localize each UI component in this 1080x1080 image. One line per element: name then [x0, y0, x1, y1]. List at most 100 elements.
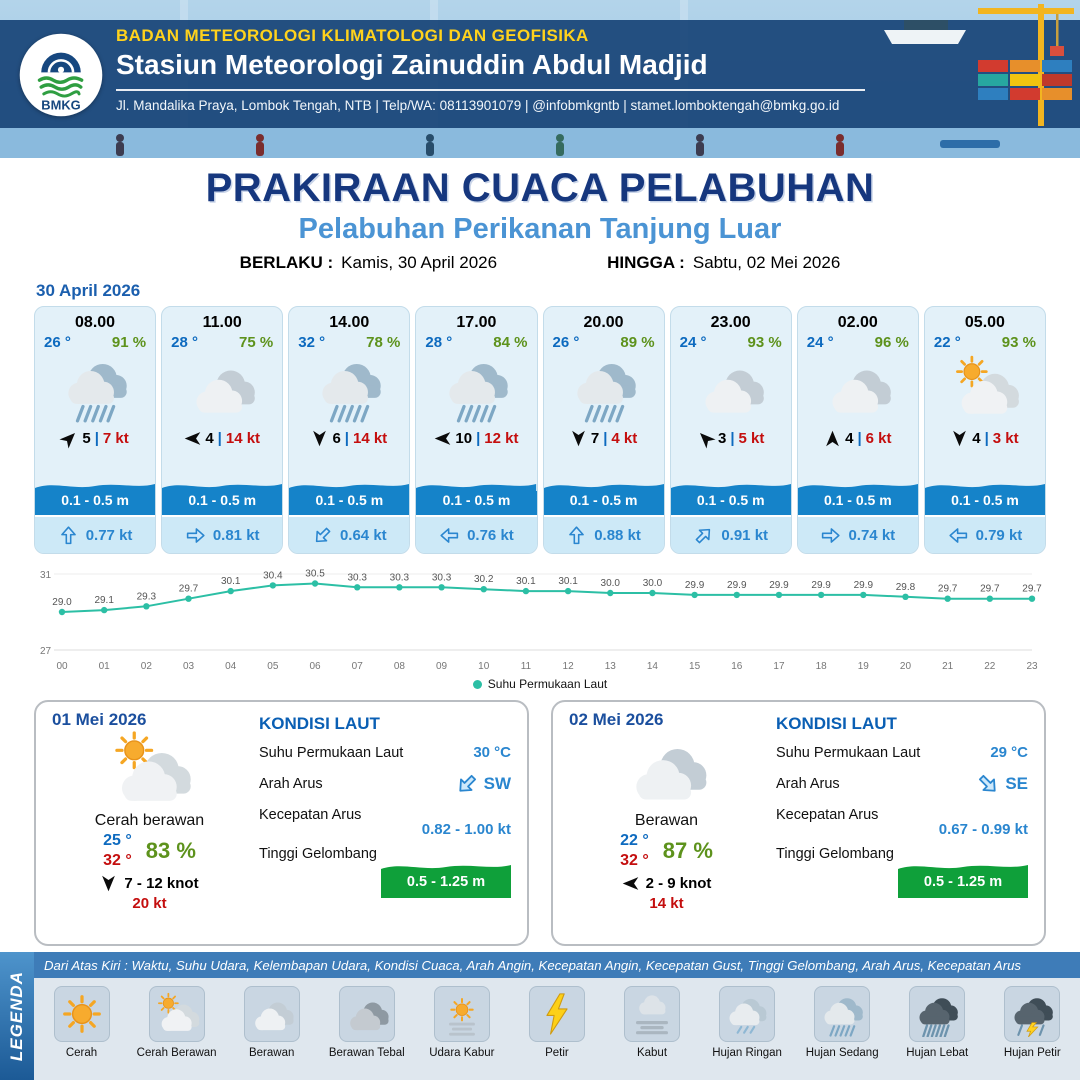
- current-speed-label: Kecepatan Arus: [259, 807, 362, 823]
- daily-wind-row: 7 - 12 knot: [100, 875, 199, 892]
- svg-text:30.5: 30.5: [305, 569, 325, 580]
- legend-item: Udara Kabur: [416, 986, 508, 1060]
- wave-height-label: Tinggi Gelombang: [259, 846, 377, 862]
- current-direction-icon: [58, 525, 79, 546]
- wind-direction-icon: [622, 875, 639, 892]
- svg-text:21: 21: [942, 661, 954, 672]
- hourly-card: 23.00 24 ° 93 % 3 | 5 kt 0.1 - 0.5 m 0.9…: [669, 306, 792, 554]
- legend-item-label: Hujan Ringan: [712, 1047, 782, 1059]
- svg-text:02: 02: [141, 661, 153, 672]
- current-row: 0.91 kt: [670, 515, 791, 553]
- divider: |: [476, 429, 481, 447]
- svg-text:16: 16: [731, 661, 743, 672]
- weather-icon: [35, 351, 155, 425]
- legend-weather-icon: [53, 986, 110, 1042]
- svg-text:22: 22: [984, 661, 996, 672]
- daily-summary-row: 01 Mei 2026 Cerah berawan 25 ° 32 ° 83 %…: [34, 700, 1046, 946]
- people-silhouettes: [116, 134, 1000, 156]
- legend-item-label: Petir: [545, 1047, 569, 1059]
- daily-condition: Cerah berawan: [94, 812, 205, 829]
- daily-temps: 25 ° 32 ° 83 %: [103, 832, 196, 870]
- wave-height-row: Tinggi Gelombang: [259, 846, 511, 862]
- legend-footer: LEGENDA Dari Atas Kiri : Waktu, Suhu Uda…: [0, 952, 1080, 1080]
- temp-humidity-row: 26 ° 91 %: [35, 332, 155, 351]
- wind-direction-icon: [58, 426, 82, 450]
- title-section: PRAKIRAAN CUACA PELABUHAN Pelabuhan Peri…: [0, 158, 1080, 273]
- current-speed-value: 0.82 - 1.00 kt: [421, 821, 511, 838]
- svg-text:29.9: 29.9: [727, 580, 747, 591]
- temp-humidity-row: 26 ° 89 %: [544, 332, 664, 351]
- humidity: 84 %: [493, 334, 528, 351]
- wind-direction-icon: [434, 430, 451, 447]
- temp-humidity-row: 22 ° 93 %: [925, 332, 1045, 351]
- wind-speed: 7: [590, 429, 600, 447]
- current-direction: SW: [455, 772, 511, 796]
- humidity: 96 %: [874, 334, 909, 351]
- air-temp: 24 °: [679, 334, 707, 351]
- temp-max: 32 °: [103, 852, 132, 869]
- wind-direction-icon: [693, 426, 717, 450]
- wind-direction-icon: [570, 430, 587, 447]
- daily-wind-speed: 2 - 9 knot: [645, 875, 712, 892]
- wave-height-band: 0.1 - 0.5 m: [924, 479, 1045, 515]
- legend-series-name: Suhu Permukaan Laut: [487, 677, 608, 691]
- svg-text:29.7: 29.7: [1022, 584, 1042, 595]
- wave-height-row: Tinggi Gelombang: [776, 846, 1028, 862]
- svg-text:18: 18: [816, 661, 828, 672]
- hour-label: 20.00: [583, 314, 624, 331]
- temp-minmax: 25 ° 32 °: [103, 832, 132, 870]
- wave-crest: [381, 865, 511, 872]
- daily-weather-icon: [621, 728, 713, 812]
- page-title: PRAKIRAAN CUACA PELABUHAN: [205, 166, 875, 210]
- humidity: 75 %: [239, 334, 274, 351]
- hour-label: 17.00: [456, 314, 497, 331]
- legend-item: Hujan Lebat: [891, 986, 983, 1060]
- current-speed-row: Kecepatan Arus: [259, 807, 511, 823]
- hourly-card: 14.00 32 ° 78 % 6 | 14 kt 0.1 - 0.5 m 0.…: [288, 306, 411, 554]
- svg-text:14: 14: [647, 661, 659, 672]
- svg-text:09: 09: [436, 661, 448, 672]
- station-name: Stasiun Meteorologi Zainuddin Abdul Madj…: [116, 49, 708, 80]
- svg-text:30.1: 30.1: [558, 576, 578, 587]
- current-speed-label: Kecepatan Arus: [776, 807, 879, 823]
- svg-text:04: 04: [225, 661, 237, 672]
- contact-line: Jl. Mandalika Praya, Lombok Tengah, NTB …: [116, 89, 865, 113]
- wind-speed: 3: [717, 429, 727, 447]
- legend-item-label: Berawan: [248, 1047, 295, 1059]
- humidity: 93 %: [1001, 334, 1036, 351]
- daily-gust: 14 kt: [649, 895, 684, 912]
- legend-weather-icon: [814, 986, 871, 1042]
- current-speed-value: 0.67 - 0.99 kt: [938, 821, 1028, 838]
- legend-weather-icon: [243, 986, 300, 1042]
- wind-speed: 5: [82, 429, 91, 447]
- current-direction-row: Arah Arus SE: [776, 772, 1028, 796]
- svg-text:29.9: 29.9: [811, 580, 831, 591]
- current-row: 0.74 kt: [797, 515, 918, 553]
- wave-crest: [898, 865, 1028, 872]
- forecast-date: 30 April 2026: [36, 281, 141, 300]
- daily-humidity: 83 %: [145, 838, 196, 863]
- temp-min: 22 °: [620, 832, 649, 849]
- wind-direction-icon: [951, 430, 968, 447]
- wave-height: 0.1 - 0.5 m: [543, 491, 664, 515]
- sst-value: 30 °C: [473, 744, 511, 761]
- hourly-card: 08.00 26 ° 91 % 5 | 7 kt 0.1 - 0.5 m 0.7…: [34, 306, 157, 554]
- gust-speed: 6 kt: [865, 429, 892, 447]
- sea-condition-column: KONDISI LAUT Suhu Permukaan Laut 30 °C A…: [259, 710, 511, 936]
- current-speed: 0.88 kt: [594, 526, 641, 544]
- current-row: 0.77 kt: [35, 515, 156, 553]
- wave-height-label: Tinggi Gelombang: [776, 846, 894, 862]
- legend-item: Cerah: [36, 986, 128, 1060]
- valid-from-value: Kamis, 30 April 2026: [341, 253, 498, 272]
- wind-row: 3 | 5 kt: [671, 425, 791, 451]
- svg-text:30.1: 30.1: [516, 576, 536, 587]
- wind-row: 6 | 14 kt: [289, 425, 409, 451]
- validity-row: BERLAKU : Kamis, 30 April 2026 HINGGA : Sa…: [0, 253, 1080, 273]
- sst-line-chart: 31 27 29.0 00 29.1 01 29.3 02 29.7 03 30.1 04 30.4 05…: [40, 569, 1042, 673]
- humidity: 93 %: [747, 334, 782, 351]
- legend-item-label: Cerah: [65, 1047, 98, 1059]
- wave-crest: [670, 484, 791, 491]
- current-direction-icon: [566, 525, 587, 546]
- wind-direction-icon: [311, 430, 328, 447]
- air-temp: 32 °: [298, 334, 326, 351]
